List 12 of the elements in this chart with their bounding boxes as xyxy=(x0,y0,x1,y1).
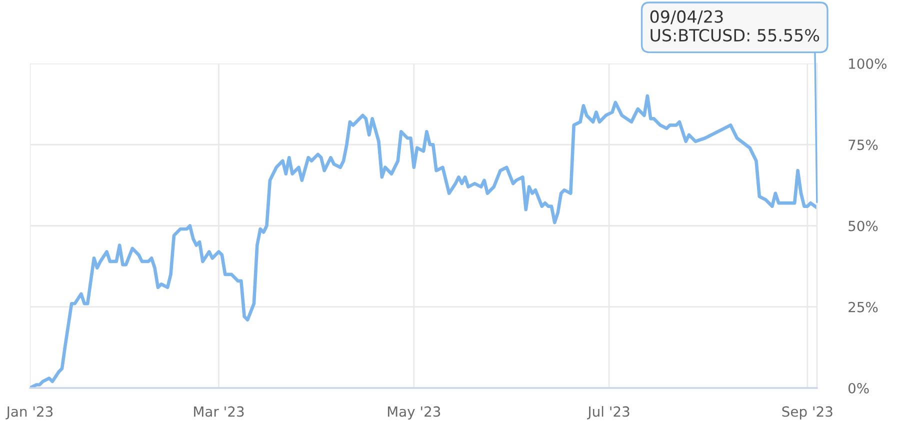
line-series xyxy=(30,94,817,388)
x-tick-label: Mar '23 xyxy=(194,406,244,417)
y-tick-label: 100% xyxy=(849,58,886,69)
x-tick-label: May '23 xyxy=(388,406,440,420)
y-tick-label: 0% xyxy=(848,382,869,394)
x-tick-label: Sep '23 xyxy=(782,406,832,420)
x-tick-label: Jul '23 xyxy=(587,406,630,420)
annotation: 09/04/23 US:BTCUSD: 55.55% xyxy=(650,10,820,42)
x-tick-label: Jan '23 xyxy=(6,406,53,420)
y-tick-label: 50% xyxy=(848,220,878,232)
y-tick-label: 75% xyxy=(848,140,878,150)
y-tick-label: 25% xyxy=(848,302,878,312)
